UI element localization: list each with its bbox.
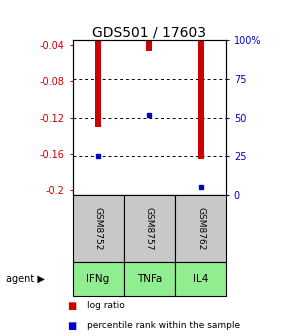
Text: log ratio: log ratio	[87, 301, 125, 310]
Bar	[124, 195, 175, 262]
Bar	[175, 262, 226, 296]
Bar	[146, 40, 153, 51]
Text: IL4: IL4	[193, 274, 208, 284]
Bar	[197, 40, 204, 159]
Text: GSM8757: GSM8757	[145, 207, 154, 250]
Bar	[72, 195, 124, 262]
Text: ■: ■	[67, 301, 76, 311]
Bar	[124, 262, 175, 296]
Text: ■: ■	[67, 321, 76, 331]
Bar	[95, 40, 101, 127]
Text: TNFa: TNFa	[137, 274, 162, 284]
Text: percentile rank within the sample: percentile rank within the sample	[87, 322, 240, 330]
Text: GSM8752: GSM8752	[94, 207, 103, 250]
Title: GDS501 / 17603: GDS501 / 17603	[92, 25, 206, 39]
Bar	[72, 262, 124, 296]
Text: agent ▶: agent ▶	[6, 274, 45, 284]
Text: IFNg: IFNg	[86, 274, 110, 284]
Text: GSM8762: GSM8762	[196, 207, 205, 250]
Bar	[175, 195, 226, 262]
